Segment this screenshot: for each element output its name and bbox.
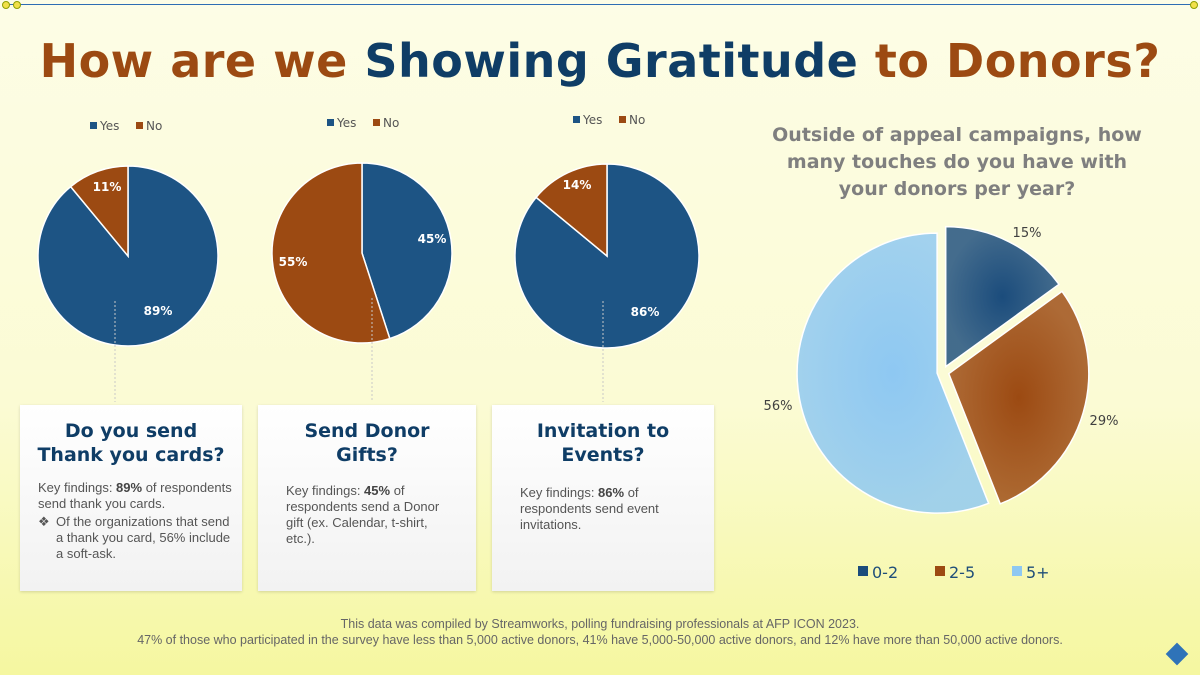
- pie3-slice-no: [535, 163, 608, 258]
- pie3-legend-swatch-yes: [573, 116, 580, 123]
- pie2-legend-swatch-yes: [327, 119, 334, 126]
- big-pie-legend-swatch-5+: [1012, 566, 1022, 576]
- pie3-data-label-no: 14%: [563, 178, 592, 192]
- big-pie-title-line-1: Outside of appeal campaigns, how: [772, 124, 1142, 146]
- pie1-legend-swatch-yes: [90, 122, 97, 129]
- page-title: How are we Showing Gratitude to Donors?: [0, 34, 1200, 88]
- bullet-text: Of the organizations that send a thank y…: [56, 514, 231, 561]
- pie2-legend-label-yes: Yes: [336, 116, 356, 130]
- pie2-slice-yes: [361, 162, 453, 340]
- top-rule-left-dot: [2, 1, 10, 9]
- pie2-legend-label-no: No: [383, 116, 399, 130]
- big-pie-slice-5+: [796, 232, 990, 514]
- kf-value: 86%: [598, 485, 625, 500]
- footer-line-2: 47% of those who participated in the sur…: [137, 633, 1063, 647]
- pie1-legend-label-no: No: [146, 119, 162, 133]
- pie2-legend-swatch-no: [373, 119, 380, 126]
- pie1-legend-swatch-no: [136, 122, 143, 129]
- pie3-legend-label-no: No: [629, 113, 645, 127]
- top-rule: [6, 4, 1194, 5]
- big-pie-data-label-5+: 56%: [764, 399, 793, 414]
- card-heading: Send Donor Gifts?: [304, 420, 430, 466]
- title-part-2: Showing Gratitude: [364, 34, 859, 88]
- big-pie-legend-swatch-2-5: [935, 566, 945, 576]
- title-part-1: How are we: [39, 34, 365, 88]
- top-rule-right-dot: [1190, 1, 1198, 9]
- big-pie-legend-label-0-2: 0-2: [872, 563, 898, 582]
- card-donor-gifts: Send Donor Gifts? Key findings: 45% of r…: [258, 405, 476, 591]
- kf-prefix: Key findings:: [520, 485, 599, 500]
- pie3-slice-yes: [514, 163, 700, 349]
- title-part-3: to Donors?: [858, 34, 1161, 88]
- pie3-legend-label-yes: Yes: [582, 113, 602, 127]
- card-key-findings: Key findings: 86% of respondents send ev…: [520, 485, 692, 533]
- list-item: ❖ Of the organizations that send a thank …: [38, 514, 234, 562]
- pie2-slice-no: [271, 162, 391, 344]
- card-heading: Invitation to Events?: [536, 420, 670, 466]
- kf-suffix: of respondents send thank you cards.: [38, 480, 232, 511]
- big-pie-legend-swatch-0-2: [858, 566, 868, 576]
- big-pie-slice-0-2: [944, 225, 1061, 369]
- pie1-data-label-no: 11%: [93, 180, 122, 194]
- kf-prefix: Key findings:: [286, 483, 365, 498]
- card-thank-you: Do you send Thank you cards? Key finding…: [20, 405, 242, 591]
- card-key-findings: Key findings: 89% of respondents send th…: [38, 480, 234, 512]
- card-key-findings: Key findings: 45% of respondents send a …: [286, 483, 454, 547]
- pie2-data-label-no: 55%: [279, 255, 308, 269]
- big-pie-title-line-3: your donors per year?: [839, 178, 1075, 200]
- kf-suffix: of respondents send a Donor gift (ex. Ca…: [286, 483, 440, 546]
- pie1-legend-label-yes: Yes: [99, 119, 119, 133]
- diamond-bullet-icon: ❖: [38, 514, 50, 529]
- kf-prefix: Key findings:: [38, 480, 117, 495]
- card-heading: Do you send Thank you cards?: [37, 420, 225, 466]
- card-events: Invitation to Events? Key findings: 86% …: [492, 405, 714, 591]
- pie3-data-label-yes: 86%: [631, 305, 660, 319]
- big-pie-legend-label-2-5: 2-5: [949, 563, 975, 582]
- big-pie-title-line-2: many touches do you have with: [787, 151, 1127, 173]
- big-pie-legend-label-5+: 5+: [1026, 563, 1050, 582]
- top-rule-left-dot-2: [13, 1, 21, 9]
- big-pie-slice-2-5: [947, 290, 1090, 505]
- footer-line-1: This data was compiled by Streamworks, p…: [340, 617, 860, 631]
- pie1-slice-no: [69, 165, 129, 259]
- pie2-data-label-yes: 45%: [418, 232, 447, 246]
- pie1-data-label-yes: 89%: [144, 304, 173, 318]
- kf-value: 89%: [116, 480, 143, 495]
- card-bullets: ❖ Of the organizations that send a thank …: [38, 514, 234, 562]
- big-pie-data-label-2-5: 29%: [1090, 414, 1119, 429]
- pie3-legend-swatch-no: [619, 116, 626, 123]
- kf-suffix: of respondents send event invitations.: [520, 485, 659, 532]
- kf-value: 45%: [364, 483, 391, 498]
- big-pie-data-label-0-2: 15%: [1013, 226, 1042, 241]
